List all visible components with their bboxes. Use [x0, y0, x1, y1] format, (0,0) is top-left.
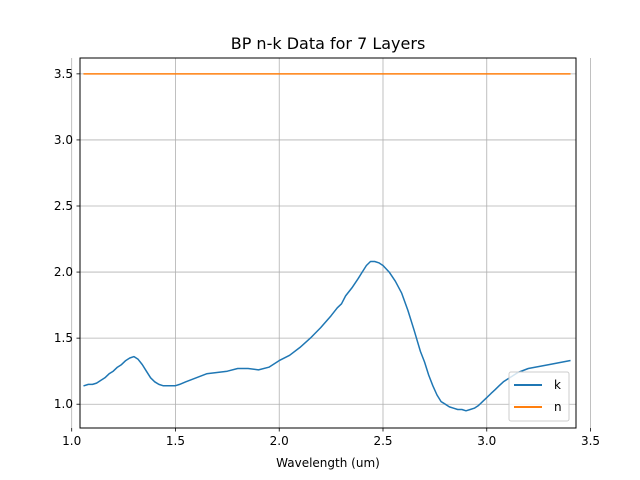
plot-series	[83, 73, 571, 412]
y-tick-label: 3.0	[54, 133, 73, 147]
y-axis-ticks: 1.0 1.5 2.0 2.5 3.0 3.5	[54, 67, 80, 411]
x-axis-label: Wavelength (um)	[276, 456, 380, 470]
legend: k n	[508, 371, 570, 422]
x-tick-label: 1.0	[62, 434, 81, 448]
x-tick-label: 2.0	[270, 434, 289, 448]
x-tick-label: 2.5	[373, 434, 392, 448]
chart-title: BP n-k Data for 7 Layers	[231, 34, 426, 53]
legend-label-k: k	[554, 378, 561, 392]
x-tick-label: 1.5	[166, 434, 185, 448]
grid	[71, 58, 591, 428]
x-axis-ticks: 1.0 1.5 2.0 2.5 3.0 3.5	[62, 428, 600, 448]
x-tick-label: 3.0	[477, 434, 496, 448]
y-tick-label: 2.5	[54, 199, 73, 213]
y-tick-label: 1.5	[54, 331, 73, 345]
y-tick-label: 2.0	[54, 265, 73, 279]
plot-frame	[79, 57, 577, 429]
y-tick-label: 3.5	[54, 67, 73, 81]
y-tick-label: 1.0	[54, 397, 73, 411]
legend-label-n: n	[554, 400, 562, 414]
series-line-k	[83, 260, 571, 412]
x-tick-label: 3.5	[581, 434, 600, 448]
